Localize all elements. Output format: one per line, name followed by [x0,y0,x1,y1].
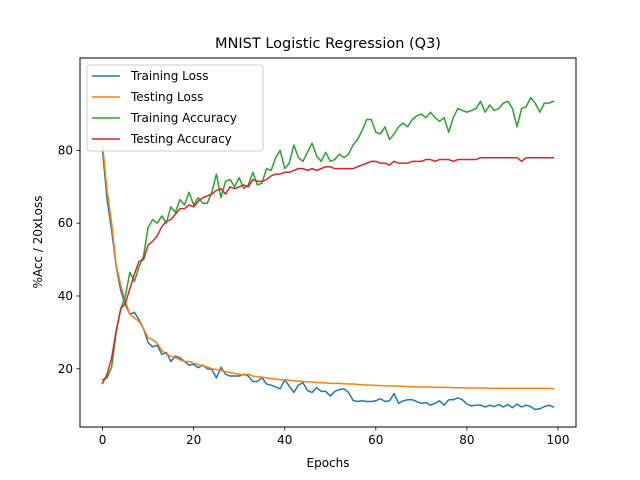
series-line-training-loss [101,150,555,411]
series-layer [101,96,555,411]
legend-label-training-loss: Training Loss [130,69,208,83]
axes-frame [79,57,577,428]
legend-items: Training Loss Testing Loss Training Accura… [92,69,237,146]
series-line-training-accuracy [101,96,555,381]
x-tick-label: 60 [368,433,383,447]
x-tick-label: 20 [186,433,201,447]
legend-frame [86,64,264,152]
y-tick-label: 40 [58,289,73,303]
chart-title: MNIST Logistic Regression (Q3) [215,36,441,52]
legend-label-testing-accuracy: Testing Accuracy [130,132,232,146]
series-line-testing-accuracy [101,156,555,385]
legend-label-training-accuracy: Training Accuracy [130,111,237,125]
y-axis-label: %Acc / 20xLoss [31,196,45,289]
series-line-testing-loss [101,144,555,390]
x-tick-label: 40 [277,433,292,447]
y-tick-label: 80 [58,143,73,157]
x-tick-label: 100 [547,433,570,447]
legend-label-testing-loss: Testing Loss [130,90,203,104]
x-axis-label: Epochs [307,456,350,470]
y-tick-label: 60 [58,216,73,230]
plot-area: 0 20 40 60 80 100 20 40 60 80 [58,57,577,447]
x-tick-label: 80 [459,433,474,447]
y-tick-label: 20 [58,362,73,376]
y-ticks: 20 40 60 80 [58,143,80,376]
legend: Training Loss Testing Loss Training Accura… [86,64,264,152]
x-ticks: 0 20 40 60 80 100 [99,427,570,447]
x-tick-label: 0 [99,433,107,447]
